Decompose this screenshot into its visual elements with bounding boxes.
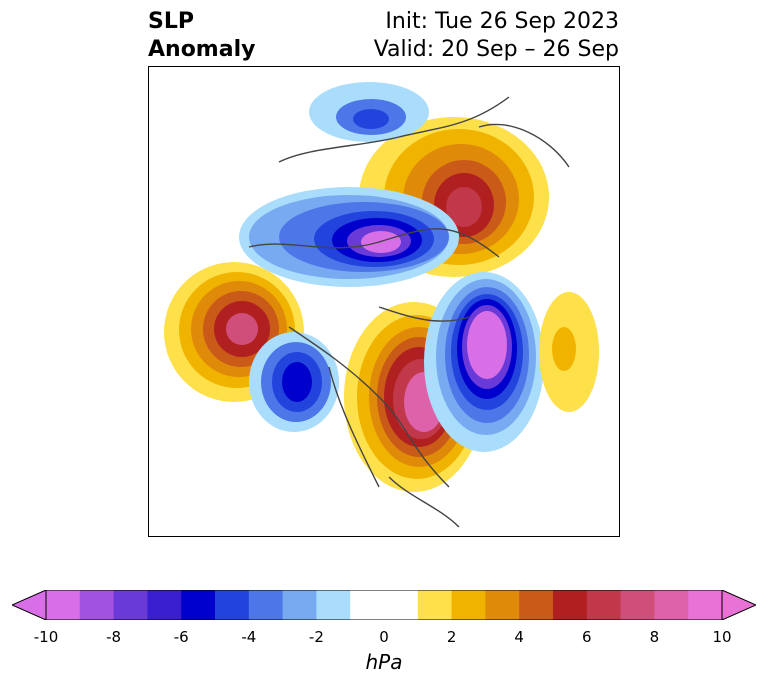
colorbar-tick-label: -2 xyxy=(308,628,324,646)
colorbar-cell xyxy=(248,590,284,620)
colorbar-border xyxy=(45,590,723,620)
colorbar-tick-label: 6 xyxy=(582,628,592,646)
colorbar-cell xyxy=(417,590,453,620)
colorbar-cell xyxy=(620,590,655,620)
colorbar-extend-max xyxy=(721,590,756,620)
map-dates: Init: Tue 26 Sep 2023 Valid: 20 Sep – 26… xyxy=(374,8,619,64)
colorbar-cell xyxy=(654,590,689,620)
coastlines xyxy=(248,96,570,528)
colorbar-tick-label: 0 xyxy=(379,628,389,646)
colorbar-cell xyxy=(350,590,385,620)
gulf-of-alaska-low xyxy=(249,332,339,432)
colorbar-cell xyxy=(451,590,486,620)
colorbar-cell xyxy=(586,590,622,620)
colorbar-tick-label: -10 xyxy=(33,628,59,646)
anomaly-map xyxy=(164,82,599,528)
colorbar-tick-label: -4 xyxy=(241,628,257,646)
colorbar-cell xyxy=(485,590,520,620)
colorbar-tick-label: 4 xyxy=(514,628,524,646)
greenland-low xyxy=(424,272,544,452)
colorbar-cell xyxy=(113,590,148,620)
colorbar-extend-min xyxy=(12,590,47,620)
colorbar-cell xyxy=(282,590,317,620)
atlantic-high xyxy=(539,292,599,412)
colorbar-tick-label: -8 xyxy=(106,628,122,646)
arctic-low xyxy=(239,187,459,287)
colorbar-cell xyxy=(519,590,554,620)
colorbar-tick-label: 2 xyxy=(446,628,457,646)
north-siberia-low xyxy=(309,82,429,142)
colorbar-cell xyxy=(46,590,81,620)
colorbar-cell xyxy=(384,590,419,620)
map-panel xyxy=(148,66,620,537)
init-date: Init: Tue 26 Sep 2023 xyxy=(385,9,619,34)
title-line-2: Anomaly xyxy=(148,37,256,62)
colorbar-cell xyxy=(553,590,588,620)
map-title: SLP Anomaly xyxy=(148,8,255,64)
colorbar-tick-label: 10 xyxy=(712,628,732,646)
colorbar-cell xyxy=(147,590,182,620)
colorbar-tick-label: -6 xyxy=(173,628,189,646)
valid-range: Valid: 20 Sep – 26 Sep xyxy=(373,37,619,62)
title-line-1: SLP xyxy=(148,9,194,34)
colorbar-tick-label: 8 xyxy=(649,628,660,646)
colorbar-cell xyxy=(215,590,250,620)
colorbar-unit: hPa xyxy=(365,650,403,674)
colorbar-cell xyxy=(688,590,723,620)
colorbar-cell xyxy=(181,590,216,620)
colorbar-cell xyxy=(79,590,115,620)
colorbar xyxy=(12,590,756,620)
colorbar-cell xyxy=(316,590,351,620)
